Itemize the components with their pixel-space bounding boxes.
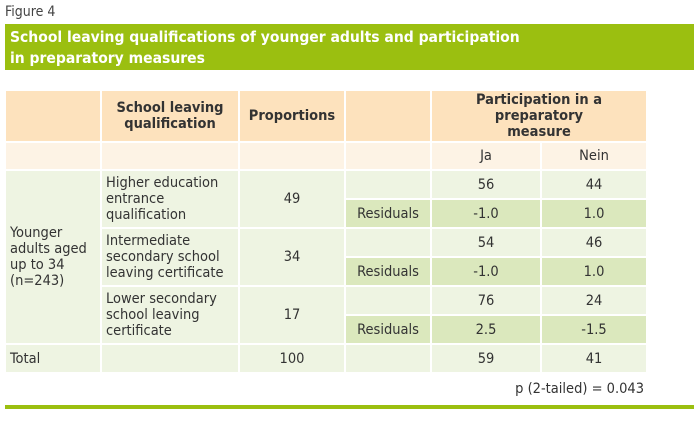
- figure-title: School leaving qualifications of younger…: [5, 24, 694, 70]
- total-nein: 41: [542, 345, 646, 372]
- results-table: School leaving qualification Proportions…: [4, 89, 648, 374]
- qualification-cell: Lower secondary school leaving certifica…: [102, 287, 238, 343]
- header-participation: Participation in a preparatory measure: [432, 91, 646, 141]
- total-row: Total 100 59 41: [6, 345, 646, 372]
- nein-cell: 46: [542, 229, 646, 256]
- header-proportions: Proportions: [240, 91, 344, 141]
- header-nein: Nein: [542, 143, 646, 169]
- group-label: Younger adults aged up to 34 (n=243): [6, 171, 100, 343]
- nein-cell: 24: [542, 287, 646, 314]
- total-ja: 59: [432, 345, 540, 372]
- residual-nein: -1.5: [542, 316, 646, 343]
- residual-label: Residuals: [346, 316, 430, 343]
- proportion-cell: 49: [240, 171, 344, 227]
- residual-ja: 2.5: [432, 316, 540, 343]
- residual-row: Residuals -1.0 1.0: [6, 200, 646, 227]
- table-row: Younger adults aged up to 34 (n=243) Hig…: [6, 171, 646, 343]
- header-qualification: School leaving qualification: [102, 91, 238, 141]
- residual-ja: -1.0: [432, 258, 540, 285]
- title-line-2: in preparatory measures: [10, 49, 205, 67]
- nein-cell: 44: [542, 171, 646, 198]
- residual-nein: 1.0: [542, 200, 646, 227]
- p-value: p (2-tailed) = 0.043: [515, 381, 644, 397]
- subheader-row: Ja Nein: [6, 143, 646, 169]
- header-ja: Ja: [432, 143, 540, 169]
- proportion-cell: 34: [240, 229, 344, 285]
- ja-cell: 76: [432, 287, 540, 314]
- table-row: Intermediate secondary school leaving ce…: [6, 229, 646, 285]
- residual-row: Residuals -1.0 1.0: [6, 258, 646, 285]
- total-proportion: 100: [240, 345, 344, 372]
- residual-nein: 1.0: [542, 258, 646, 285]
- ja-cell: 56: [432, 171, 540, 198]
- residual-ja: -1.0: [432, 200, 540, 227]
- residual-label: Residuals: [346, 258, 430, 285]
- table-row: Lower secondary school leaving certifica…: [6, 287, 646, 343]
- header-row: School leaving qualification Proportions…: [6, 91, 646, 141]
- proportion-cell: 17: [240, 287, 344, 343]
- residual-label: Residuals: [346, 200, 430, 227]
- qualification-cell: Higher education entrance qualification: [102, 171, 238, 227]
- total-label: Total: [6, 345, 100, 372]
- residual-row: Residuals 2.5 -1.5: [6, 316, 646, 343]
- figure-label: Figure 4: [5, 4, 56, 20]
- ja-cell: 54: [432, 229, 540, 256]
- qualification-cell: Intermediate secondary school leaving ce…: [102, 229, 238, 285]
- bottom-rule: [5, 405, 694, 409]
- title-line-1: School leaving qualifications of younger…: [10, 28, 520, 46]
